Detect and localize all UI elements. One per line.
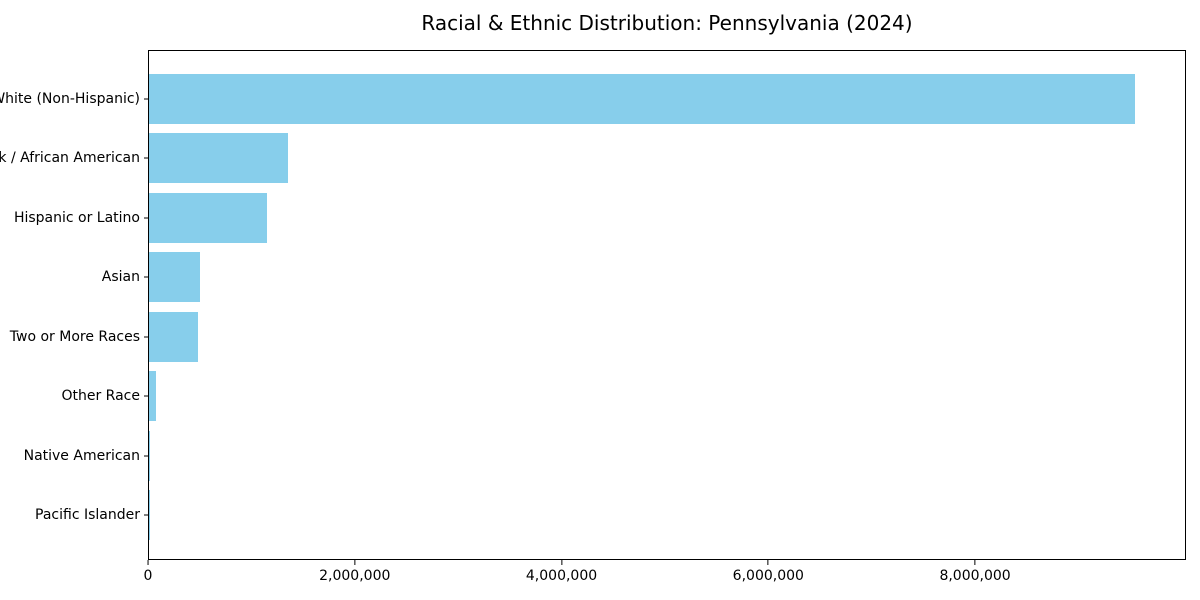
x-tick: 4,000,000 [526, 560, 597, 584]
bar [149, 252, 201, 303]
bar-row: Asian [102, 248, 1185, 308]
x-tick-label: 6,000,000 [732, 568, 804, 584]
x-tick-label: 0 [143, 568, 153, 584]
x-tick-mark [561, 560, 563, 565]
bar [149, 371, 157, 422]
bar-row: Two or More Races [10, 307, 1185, 367]
y-tick-label: White (Non-Hispanic) [0, 90, 140, 107]
y-tick-label: Native American [23, 447, 140, 464]
y-tick-mark [144, 157, 149, 159]
y-tick-label: Other Race [61, 388, 140, 405]
chart-title: Racial & Ethnic Distribution: Pennsylvan… [421, 11, 913, 35]
bar-row: White (Non-Hispanic) [0, 69, 1185, 129]
y-tick-label: Black / African American [0, 150, 140, 167]
x-tick-label: 8,000,000 [939, 568, 1011, 584]
x-tick: 8,000,000 [939, 560, 1011, 584]
x-tick-label: 4,000,000 [525, 568, 598, 584]
bar-rows: White (Non-Hispanic) Black / African Amer… [0, 51, 1185, 559]
x-tick: 2,000,000 [319, 560, 390, 584]
bar [149, 430, 151, 481]
y-tick-mark [144, 395, 149, 397]
x-axis: 0 2,000,000 4,000,000 6,000,000 8,000,000 [144, 560, 1186, 590]
y-tick-mark [144, 514, 149, 516]
bar-row: Native American [24, 426, 1185, 486]
bar-row: Pacific Islander [35, 486, 1185, 546]
plot-area: White (Non-Hispanic) Black / African Amer… [0, 50, 1186, 560]
bar [149, 192, 267, 243]
y-tick-mark [144, 217, 149, 219]
x-tick-mark [767, 560, 769, 565]
y-tick-label: Two or More Races [9, 328, 140, 345]
y-tick-label: Asian [101, 269, 140, 286]
y-tick-label: Hispanic or Latino [13, 209, 140, 226]
x-tick: 6,000,000 [733, 560, 804, 584]
bar [149, 133, 288, 184]
bar-row: Black / African American [0, 129, 1185, 189]
y-tick-mark [144, 455, 149, 457]
bar [149, 73, 1136, 124]
bar-row: Hispanic or Latino [14, 188, 1185, 248]
x-tick-mark [147, 560, 149, 565]
x-tick-mark [974, 560, 976, 565]
bar [149, 311, 198, 362]
x-tick-mark [354, 560, 356, 565]
y-tick-mark [144, 98, 149, 100]
bar-row: Other Race [61, 367, 1185, 427]
x-tick-label: 2,000,000 [319, 568, 391, 584]
y-tick-mark [144, 276, 149, 278]
y-tick-label: Pacific Islander [35, 507, 140, 524]
y-tick-mark [144, 336, 149, 338]
x-tick: 0 [143, 560, 153, 584]
